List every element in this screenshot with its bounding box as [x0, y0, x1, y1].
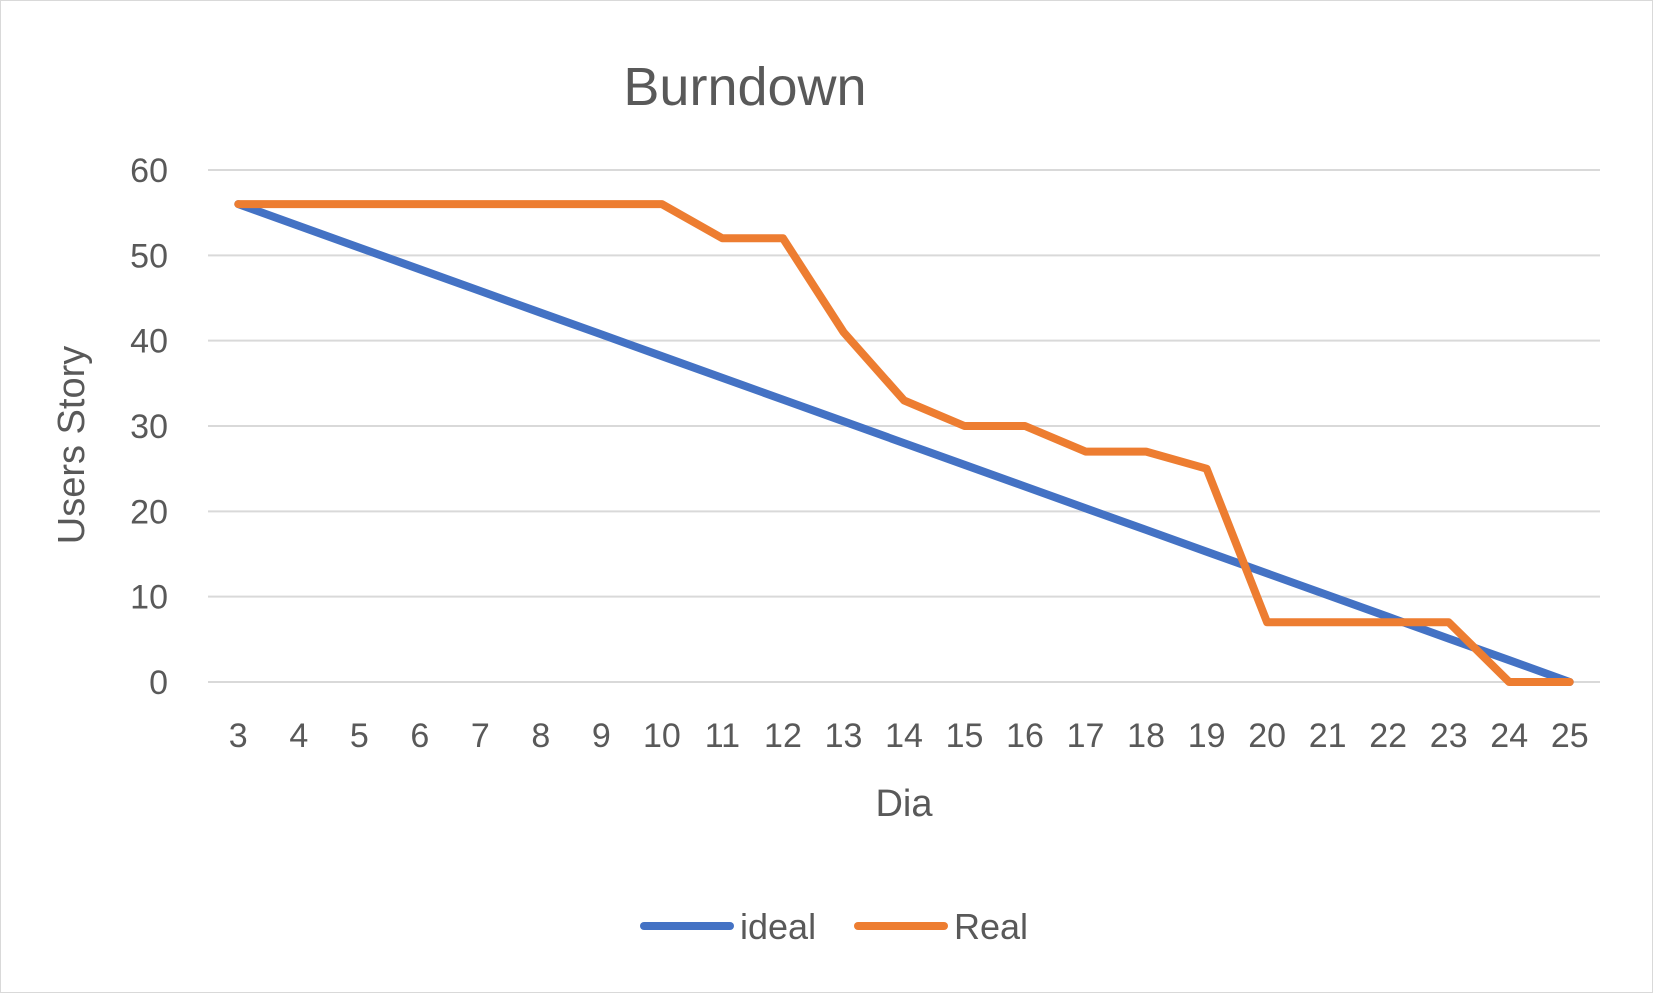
x-tick-label: 21 — [1309, 717, 1347, 755]
y-axis-ticks: 0 10 20 30 40 50 60 — [130, 152, 168, 702]
x-tick-label: 15 — [946, 717, 984, 755]
series-line-real — [234, 200, 1574, 686]
x-tick-label: 5 — [350, 717, 369, 755]
y-tick-label: 50 — [130, 237, 168, 275]
x-tick-label: 19 — [1188, 717, 1226, 755]
series-line-ideal — [234, 200, 1574, 686]
x-axis-title: Dia — [875, 783, 933, 825]
x-tick-label: 9 — [592, 717, 611, 755]
legend-label-ideal: ideal — [740, 906, 816, 947]
x-tick-label: 7 — [471, 717, 490, 755]
x-tick-label: 3 — [229, 717, 248, 755]
x-tick-label: 12 — [764, 717, 802, 755]
series-lines — [234, 200, 1574, 686]
legend-label-real: Real — [954, 906, 1028, 947]
y-tick-label: 30 — [130, 408, 168, 446]
x-tick-label: 20 — [1248, 717, 1286, 755]
x-tick-label: 13 — [825, 717, 863, 755]
y-tick-label: 40 — [130, 323, 168, 361]
legend: ideal Real — [640, 906, 1028, 947]
y-axis-title: Users Story — [51, 346, 93, 544]
y-tick-label: 20 — [130, 493, 168, 531]
x-tick-label: 8 — [531, 717, 550, 755]
x-tick-label: 11 — [705, 717, 740, 755]
y-tick-label: 60 — [130, 152, 168, 190]
x-tick-label: 24 — [1490, 717, 1528, 755]
x-tick-label: 23 — [1430, 717, 1468, 755]
x-tick-label: 22 — [1369, 717, 1407, 755]
x-tick-label: 4 — [289, 717, 308, 755]
x-tick-label: 6 — [410, 717, 429, 755]
chart-title: Burndown — [623, 57, 866, 117]
x-tick-label: 16 — [1006, 717, 1044, 755]
x-tick-label: 14 — [885, 717, 923, 755]
gridlines — [208, 169, 1600, 598]
y-tick-label: 10 — [130, 579, 168, 617]
y-tick-label: 0 — [149, 664, 168, 702]
x-tick-label: 18 — [1127, 717, 1165, 755]
x-tick-label: 10 — [643, 717, 681, 755]
x-axis-ticks: 3 4 5 6 7 8 9 10 11 12 13 14 15 16 17 18 19 20 21 22 23 24 25 — [229, 717, 1589, 755]
x-tick-label: 17 — [1067, 717, 1105, 755]
x-tick-label: 25 — [1551, 717, 1589, 755]
